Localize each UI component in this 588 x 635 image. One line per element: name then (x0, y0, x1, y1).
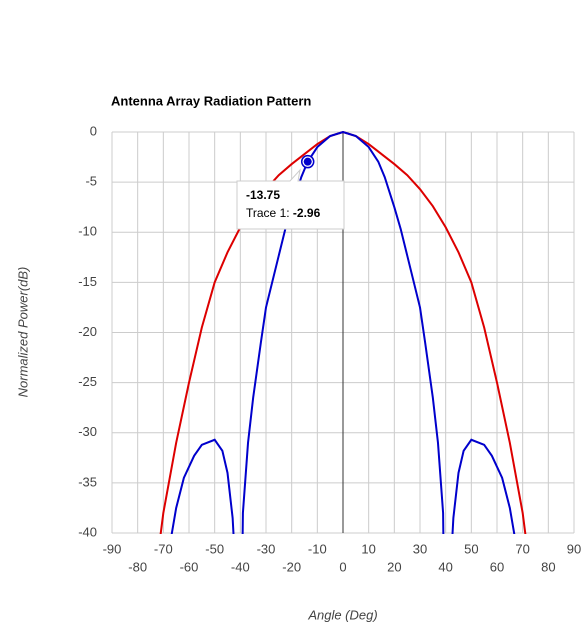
x-tick-label: -20 (282, 559, 301, 574)
x-tick-label: 90 (567, 541, 581, 556)
tooltip-y: -2.96 (293, 206, 321, 220)
y-tick-label: -40 (78, 524, 97, 539)
tooltip: -13.75 Trace 1: -2.96 (236, 154, 345, 230)
y-tick-label: -10 (78, 224, 97, 239)
x-tick-label: 30 (413, 541, 427, 556)
y-tick-label: -30 (78, 424, 97, 439)
x-tick-label: 50 (464, 541, 478, 556)
y-tick-label: -5 (85, 174, 97, 189)
x-tick-label: -50 (205, 541, 224, 556)
x-tick-label: 0 (339, 559, 346, 574)
y-tick-label: 0 (90, 123, 97, 138)
x-tick-label: -80 (128, 559, 147, 574)
tooltip-value: Trace 1: -2.96 (246, 206, 321, 220)
x-tick-label: 70 (515, 541, 529, 556)
x-tick-label: 80 (541, 559, 555, 574)
chart-title: Antenna Array Radiation Pattern (111, 93, 311, 108)
x-tick-label: 10 (361, 541, 375, 556)
separator: : (286, 206, 293, 220)
y-axis-label: Normalized Power(dB) (15, 267, 30, 398)
tooltip-box (236, 168, 345, 230)
x-tick-label: 40 (438, 559, 452, 574)
x-tick-label: -10 (308, 541, 327, 556)
series-line (170, 131, 516, 534)
plot (159, 131, 527, 534)
x-tick-label: -90 (103, 541, 122, 556)
y-tick-label: -20 (78, 324, 97, 339)
x-tick-label: -40 (231, 559, 250, 574)
grid: 0-5-10-15-20-25-30-35-40-90-80-70-60-50-… (78, 123, 581, 574)
x-tick-label: -70 (154, 541, 173, 556)
y-tick-label: -35 (78, 474, 97, 489)
y-tick-label: -15 (78, 274, 97, 289)
x-axis-label: Angle (Deg) (307, 607, 377, 622)
x-tick-label: 60 (490, 559, 504, 574)
tooltip-series: Trace 1 (246, 206, 287, 220)
tooltip-x: -13.75 (246, 188, 280, 202)
x-tick-label: -30 (257, 541, 276, 556)
x-tick-label: 20 (387, 559, 401, 574)
x-tick-label: -60 (180, 559, 199, 574)
point-dot (303, 157, 312, 166)
y-tick-label: -25 (78, 374, 97, 389)
